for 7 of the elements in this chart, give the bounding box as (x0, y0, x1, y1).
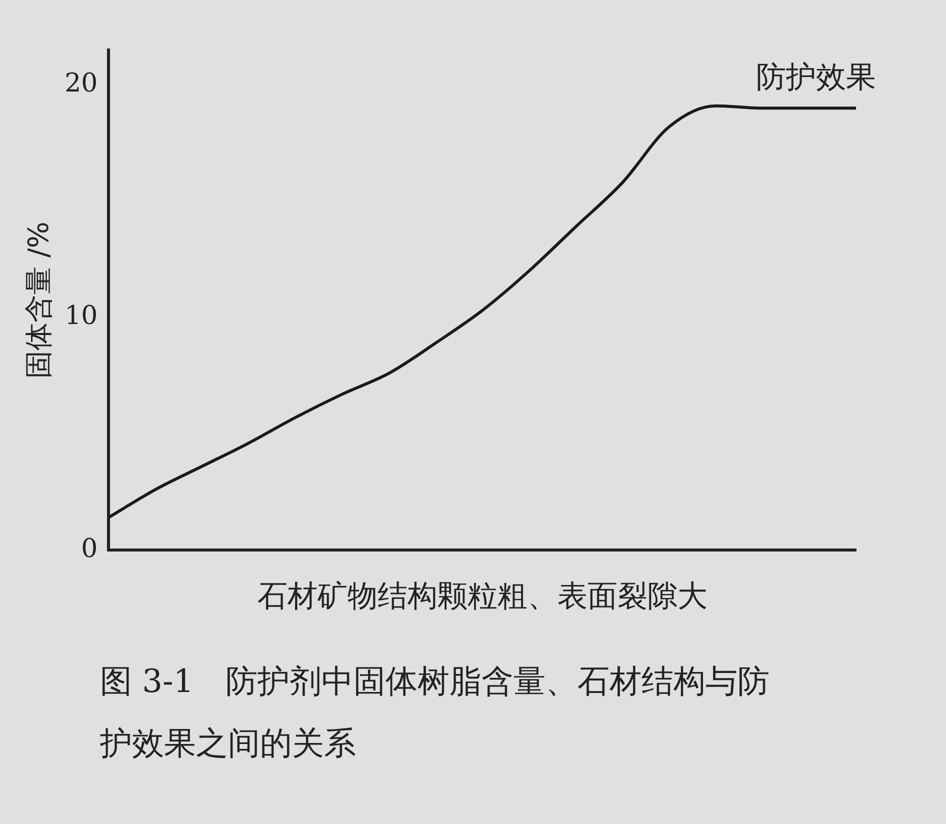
text: 图 3-1 防护剂中固体树脂含量、石材结构与防护效果之间的关系 (100, 661, 771, 764)
y-tick-label: 20 (64, 68, 98, 99)
y-axis-title: 固体含量 /% (22, 222, 56, 378)
annotation: 防护效果 (756, 60, 876, 95)
y-tick-label: 10 (64, 301, 98, 332)
x-axis-title: 石材矿物结构颗粒粗、表面裂隙大 (257, 578, 708, 614)
y-tick-label: 0 (81, 534, 98, 564)
